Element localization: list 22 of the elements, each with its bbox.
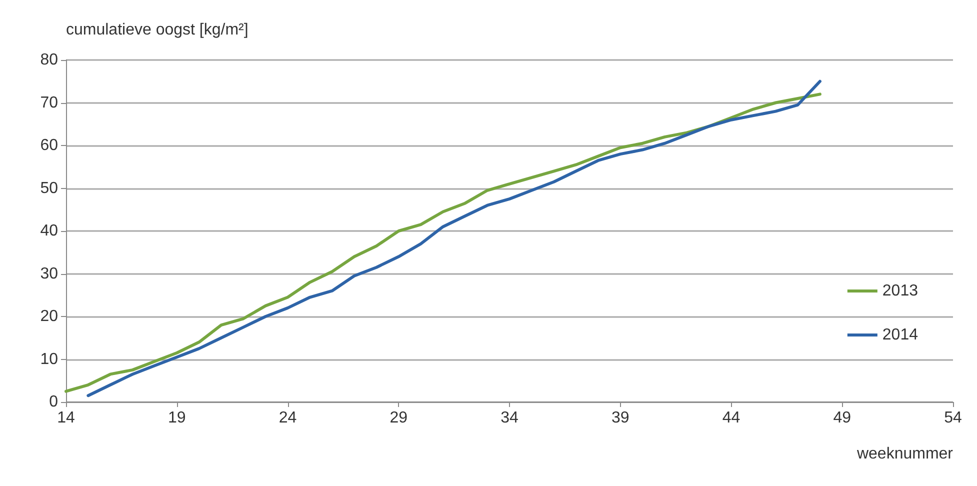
y-tick-label: 50: [40, 180, 58, 197]
y-tick-label: 30: [40, 265, 58, 282]
y-tick-label: 40: [40, 222, 58, 240]
y-tick-label: 60: [40, 137, 58, 154]
y-tick-label: 80: [40, 52, 58, 68]
x-tick-label: 49: [833, 410, 852, 426]
y-tick-label: 20: [40, 308, 58, 325]
x-tick-label: 29: [390, 410, 408, 426]
x-tick-label: 54: [944, 410, 962, 426]
legend-label: 2013: [882, 282, 918, 300]
x-axis-title: weeknummer: [856, 446, 954, 462]
x-tick-label: 44: [722, 410, 740, 426]
y-tick-label: 70: [40, 94, 58, 112]
y-tick-label: 10: [40, 350, 58, 368]
x-tick-label: 19: [168, 410, 186, 426]
x-tick-label: 14: [57, 410, 75, 426]
y-tick-label: 0: [49, 394, 58, 410]
legend-label: 2014: [882, 326, 918, 344]
x-tick-label: 34: [500, 410, 518, 426]
x-tick-label: 39: [611, 410, 630, 426]
x-tick-label: 24: [278, 410, 297, 426]
y-axis-title: cumulatieve oogst [kg/m²]: [66, 22, 248, 38]
